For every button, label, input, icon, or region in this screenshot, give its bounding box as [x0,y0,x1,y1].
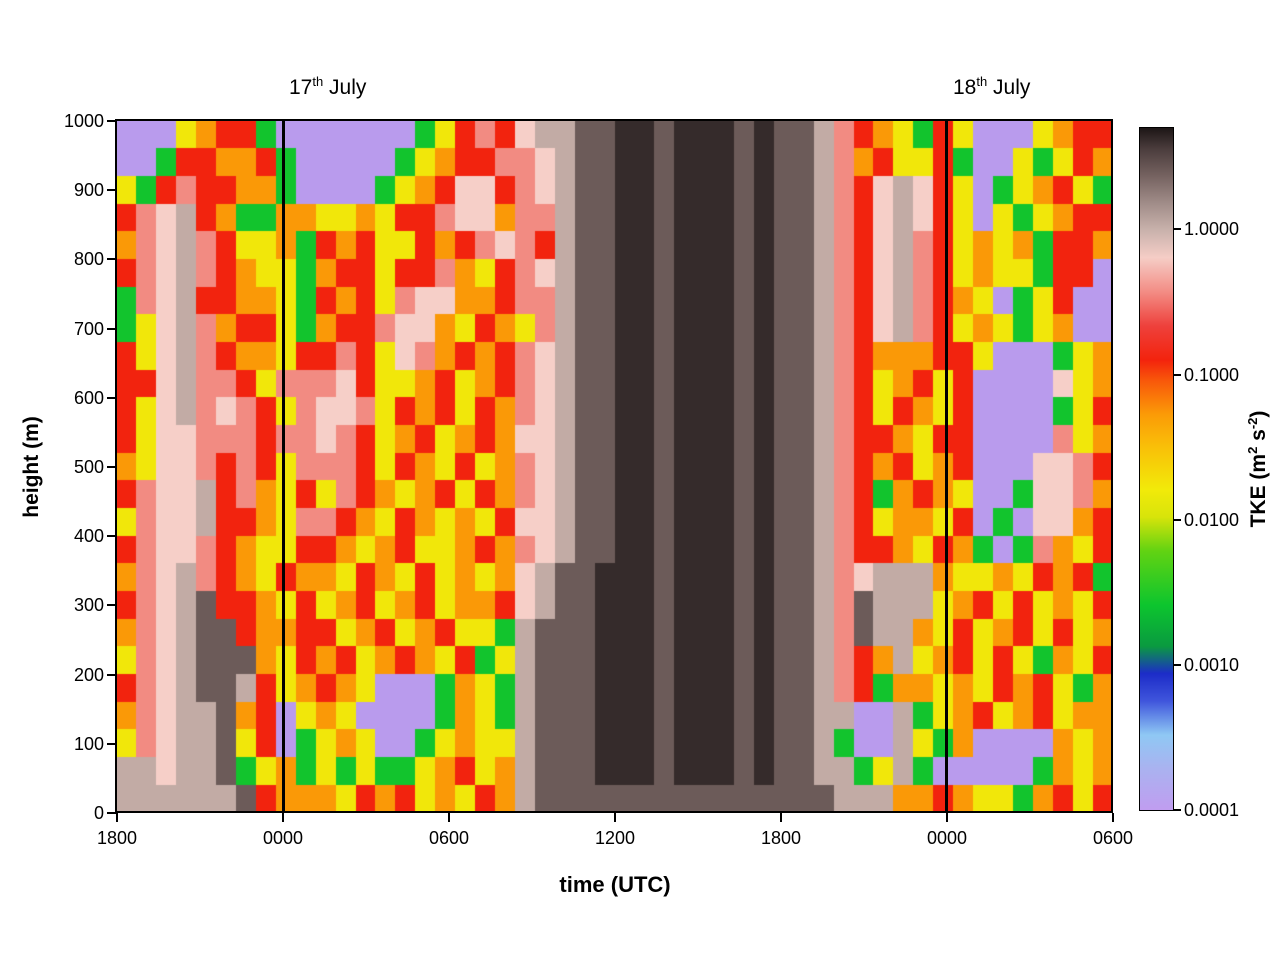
x-tick-mark [1112,813,1114,822]
colorbar-label-pre: TKE (m [1247,453,1270,528]
heatmap-canvas [117,121,1113,813]
y-tick-label: 700 [73,318,104,339]
x-axis-label: time (UTC) [559,872,671,897]
y-tick-mark [107,396,117,399]
x-tick-mark [614,813,616,822]
x-tick-mark [448,813,450,822]
plot-area [117,121,1113,813]
y-tick-mark [107,189,117,192]
colorbar-label-mid: s [1247,429,1270,447]
colorbar-gradient [1139,127,1174,811]
y-tick-label: 600 [73,387,104,408]
colorbar-label-post: ) [1247,410,1270,418]
x-tick-label: 0600 [428,828,470,848]
x-tick-label: 0000 [262,828,304,848]
colorbar-tick-mark [1173,663,1181,666]
y-tick-label: 800 [73,249,104,270]
x-tick-label: 0000 [926,828,968,848]
y-tick-label: 1000 [63,111,104,131]
x-tick-mark [282,813,284,822]
annotation-18th-july: 18th July [953,74,1030,100]
x-tick-mark [780,813,782,822]
x-tick-label: 1800 [760,828,802,848]
colorbar-tick-mark [1173,809,1181,811]
colorbar-label-sup1: 2 [1245,446,1260,454]
x-tick-mark [946,813,948,822]
x-tick-label: 1200 [594,828,636,848]
annotation-month: July [987,76,1031,99]
y-tick-mark [107,327,117,330]
colorbar-tick-label: 1.0000 [1184,219,1240,240]
annotation-17th-july: 17th July [289,74,366,100]
colorbar-tick-mark [1173,518,1181,521]
x-tick-label: 0600 [1092,828,1134,848]
colorbar-tick-label: 0.0010 [1184,654,1240,675]
y-tick-label: 100 [73,733,104,754]
y-tick-label: 900 [73,180,104,201]
y-tick-mark [107,812,117,814]
y-tick-label: 200 [73,664,104,685]
midnight-line-17th [281,121,285,813]
colorbar-tick-label: 0.0001 [1184,800,1240,820]
annotation-ordinal: th [976,74,988,89]
y-tick-mark [107,742,117,745]
annotation-ordinal: th [312,74,324,89]
x-tick-label: 1800 [96,828,138,848]
midnight-line-18th [945,121,949,813]
annotation-day: 18 [952,76,977,99]
colorbar-label: TKE (m2 s-2) [1245,411,1271,528]
colorbar-tick-label: 0.0100 [1184,509,1240,530]
y-tick-mark [107,466,117,468]
annotation-month: July [323,76,367,99]
y-tick-mark [107,604,117,607]
y-tick-label: 400 [73,526,104,547]
y-tick-label: 500 [73,457,104,477]
y-tick-label: 0 [93,803,104,823]
y-tick-mark [107,120,117,122]
colorbar-tick-label: 0.1000 [1184,364,1240,385]
y-tick-mark [107,535,117,538]
colorbar-tick-mark [1173,373,1181,376]
y-tick-mark [107,258,117,261]
colorbar-label-sup2: -2 [1245,417,1260,430]
x-tick-mark [116,813,118,822]
y-tick-label: 300 [73,595,104,616]
colorbar-tick-mark [1173,228,1181,231]
y-tick-mark [107,673,117,676]
annotation-day: 17 [289,76,313,99]
